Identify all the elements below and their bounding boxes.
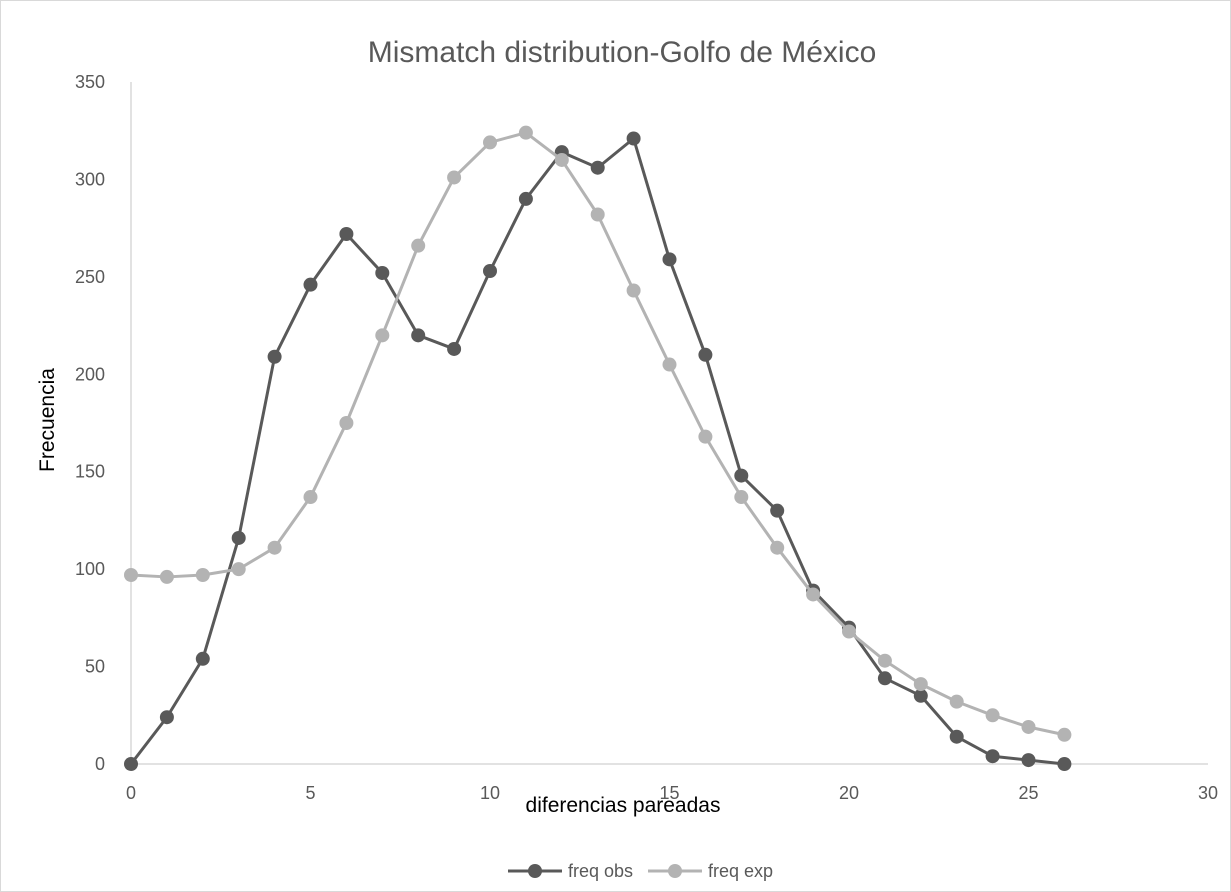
data-point	[1021, 753, 1036, 768]
y-tick-label: 300	[75, 169, 105, 189]
y-tick-label: 50	[85, 657, 105, 677]
data-point	[626, 283, 641, 298]
data-point	[913, 677, 928, 692]
data-point	[483, 264, 497, 279]
data-point	[877, 671, 892, 686]
data-point	[949, 694, 964, 709]
data-point	[375, 265, 390, 280]
data-point	[842, 624, 856, 639]
legend-label: freq exp	[708, 861, 773, 881]
data-point	[662, 252, 677, 267]
data-point	[447, 170, 462, 185]
y-tick-label: 200	[75, 364, 105, 384]
data-point	[339, 226, 354, 241]
data-point	[267, 540, 282, 555]
x-tick-label: 20	[839, 783, 859, 803]
legend-marker	[528, 864, 542, 878]
data-point	[375, 328, 390, 343]
data-point	[339, 416, 354, 430]
data-point	[1057, 727, 1072, 742]
legend-label: freq obs	[568, 861, 633, 881]
x-tick-label: 30	[1198, 783, 1218, 803]
data-point	[913, 688, 928, 703]
data-point	[590, 160, 605, 175]
data-point	[662, 357, 677, 372]
y-axis-title: Frecuencia	[36, 368, 59, 472]
series-freq-exp	[124, 125, 1072, 742]
data-point	[554, 152, 569, 167]
data-point	[159, 710, 174, 725]
data-point	[411, 238, 426, 253]
legend: freq obs freq exp	[508, 861, 773, 881]
y-tick-label: 150	[75, 462, 105, 482]
data-point	[124, 567, 138, 582]
series-freq-obs	[124, 131, 1072, 771]
data-point	[590, 207, 605, 222]
x-tick-label: 25	[1018, 783, 1038, 803]
data-point	[877, 653, 892, 668]
data-point	[124, 757, 138, 771]
legend-item: freq obs	[508, 861, 633, 881]
data-point	[698, 347, 713, 362]
data-point	[1021, 719, 1036, 734]
series-layer	[124, 125, 1072, 771]
data-point	[267, 349, 282, 364]
chart-title: Mismatch distribution-Golfo de México	[368, 36, 877, 69]
data-point	[195, 567, 210, 582]
data-point	[1057, 757, 1072, 771]
data-point	[303, 490, 318, 505]
x-tick-label: 0	[126, 783, 136, 803]
data-point	[411, 328, 426, 343]
data-point	[518, 125, 533, 140]
data-point	[303, 277, 318, 292]
x-tick-label: 5	[305, 783, 315, 803]
data-point	[231, 562, 246, 577]
data-point	[770, 540, 785, 555]
data-point	[231, 530, 246, 545]
data-point	[770, 503, 785, 518]
data-point	[734, 490, 749, 505]
data-point	[985, 708, 1000, 723]
y-tick-label: 250	[75, 267, 105, 287]
data-point	[698, 429, 713, 444]
x-tick-label: 15	[659, 783, 679, 803]
data-point	[985, 749, 1000, 764]
data-point	[447, 341, 462, 356]
y-tick-label: 350	[75, 72, 105, 92]
data-point	[518, 191, 533, 206]
legend-marker	[668, 864, 682, 878]
data-point	[734, 468, 749, 483]
x-axis-title: diferencias pareadas	[526, 794, 721, 817]
x-tick-label: 10	[480, 783, 500, 803]
legend-item: freq exp	[648, 861, 773, 881]
data-point	[949, 729, 964, 744]
data-point	[483, 135, 497, 150]
data-point	[626, 131, 641, 146]
data-point	[159, 569, 174, 584]
y-tick-label: 100	[75, 559, 105, 579]
data-point	[195, 651, 210, 666]
data-point	[806, 587, 821, 602]
y-tick-label: 0	[95, 754, 105, 774]
